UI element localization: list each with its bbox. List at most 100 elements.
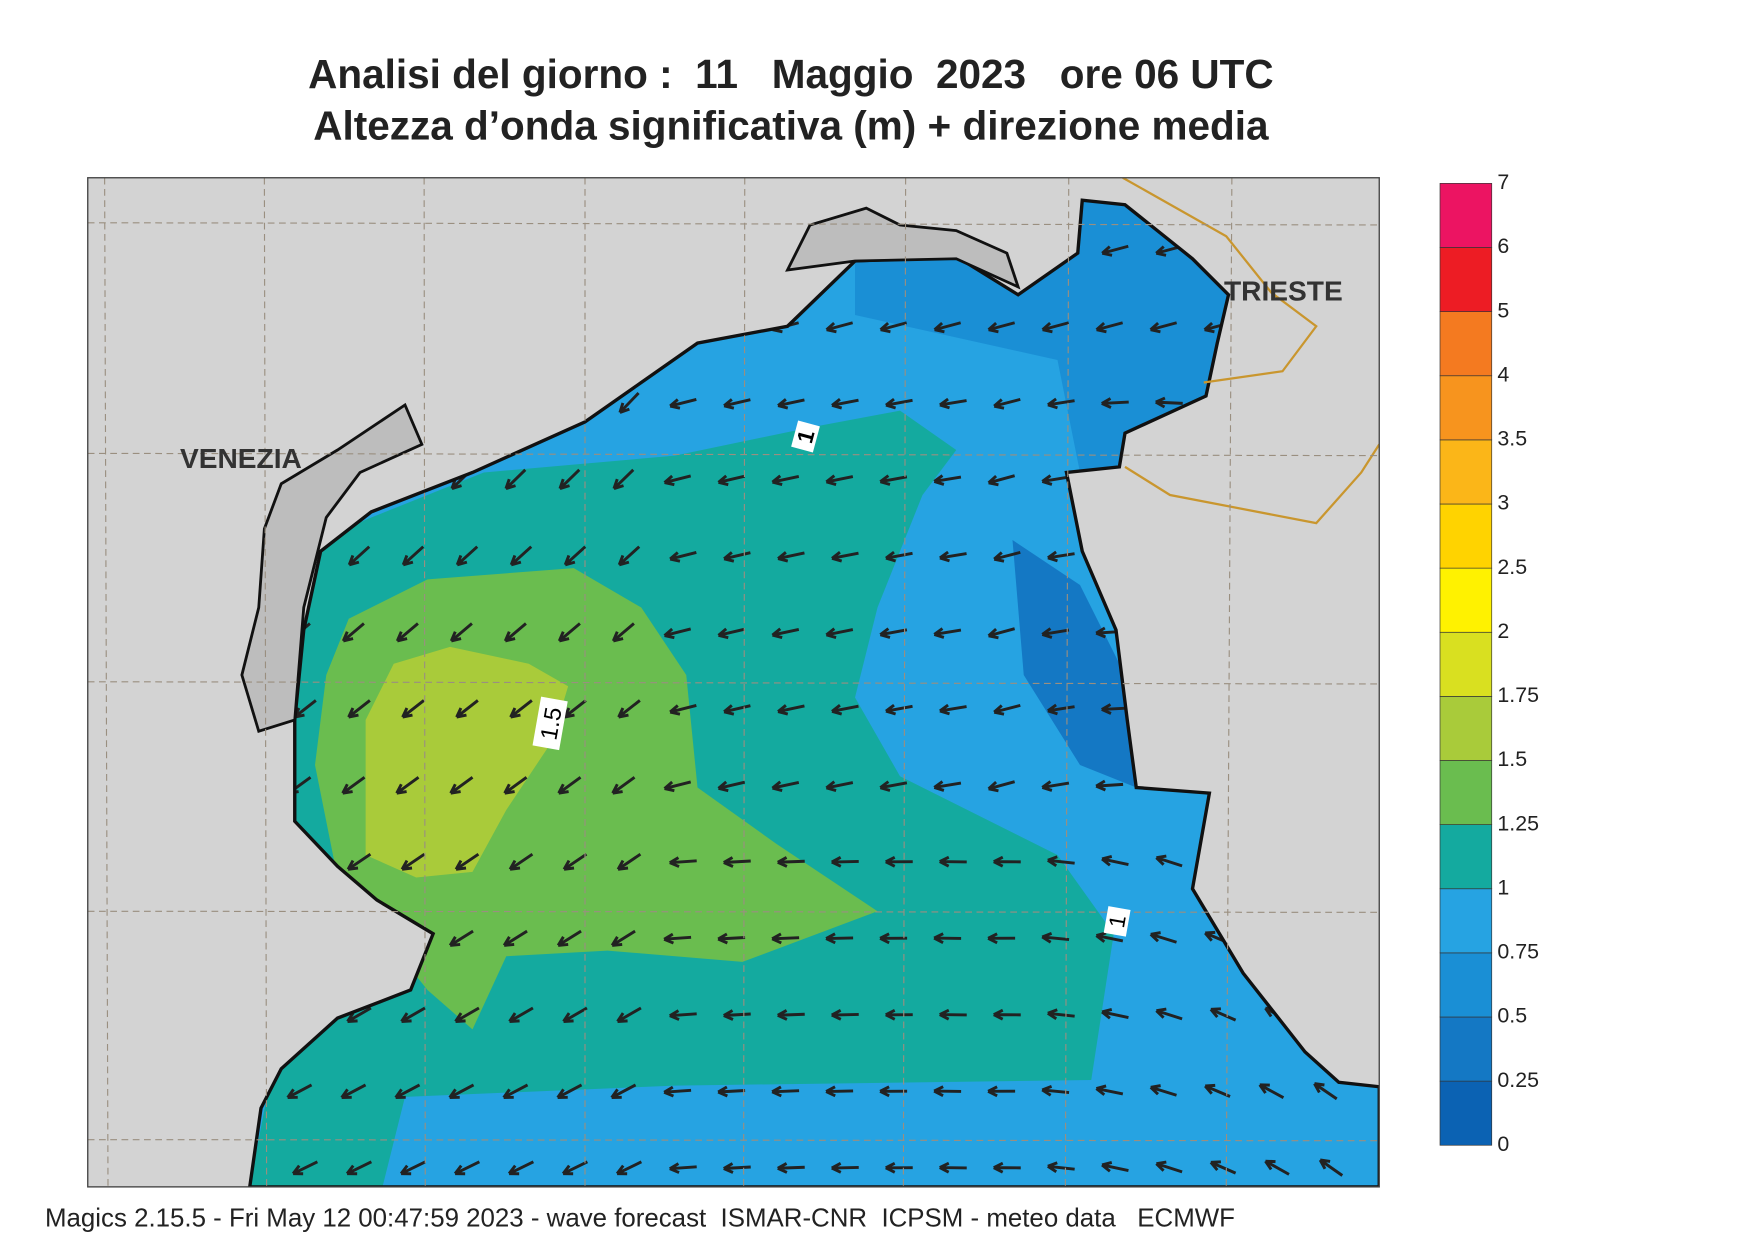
- arrow: [503, 776, 528, 795]
- colorbar-band: [1439, 1016, 1493, 1082]
- arrow: [987, 627, 1016, 640]
- arrow: [771, 780, 800, 793]
- colorbar-label: 3: [1497, 491, 1509, 515]
- arrow: [455, 699, 479, 719]
- label-box: [1103, 906, 1131, 937]
- arrow: [825, 780, 854, 792]
- arrow: [1041, 1084, 1070, 1097]
- arrow: [669, 1009, 697, 1021]
- arrow: [825, 474, 854, 486]
- arrow: [879, 1085, 908, 1098]
- arrow: [401, 699, 425, 719]
- arrow: [993, 397, 1021, 410]
- arrow: [401, 545, 425, 567]
- colorbar-label: 6: [1497, 234, 1509, 258]
- arrow: [504, 468, 527, 491]
- colorbar-band: [1439, 311, 1493, 377]
- arrow: [507, 1160, 535, 1176]
- arrow: [723, 704, 751, 716]
- arrow: [449, 776, 474, 795]
- arrow: [777, 551, 805, 563]
- colorbar-band: [1439, 503, 1493, 569]
- arrow: [341, 622, 365, 643]
- arrow: [1095, 1084, 1124, 1096]
- arrow: [879, 321, 908, 334]
- arrow: [669, 1162, 697, 1174]
- arrow: [291, 1160, 319, 1176]
- arrow: [825, 627, 854, 639]
- arrow: [825, 321, 854, 334]
- colorbar-band: [1439, 760, 1493, 825]
- arrow: [987, 321, 1016, 334]
- contour-value: 1: [792, 427, 819, 446]
- arrow: [933, 627, 962, 639]
- contour-value: 1.5: [536, 705, 567, 742]
- arrow: [612, 468, 635, 491]
- subtitle: Altezza d’onda significativa (m) + direz…: [313, 103, 1269, 149]
- arrow: [717, 780, 746, 793]
- colorbar-band: [1439, 375, 1493, 441]
- arrow: [563, 699, 587, 719]
- label-box: [791, 420, 820, 453]
- colorbar-label: 0: [1497, 1132, 1509, 1156]
- arrow: [717, 474, 746, 487]
- arrow: [1041, 931, 1070, 944]
- arrow: [617, 545, 641, 567]
- arrow: [340, 1083, 367, 1100]
- arrow: [831, 398, 859, 410]
- contour-value: 1: [1104, 913, 1131, 930]
- arrow: [885, 855, 913, 868]
- arrow: [663, 474, 692, 487]
- arrow: [1095, 931, 1124, 943]
- arrow: [399, 1160, 427, 1176]
- colorbar-label: 0.75: [1497, 940, 1539, 964]
- colorbar-label: 1: [1497, 875, 1509, 899]
- arrow: [617, 699, 641, 719]
- arrow: [771, 627, 800, 640]
- arrow: [933, 780, 962, 792]
- arrow: [1047, 855, 1075, 867]
- arrow: [939, 550, 967, 563]
- arrow: [345, 1160, 373, 1176]
- arrow: [879, 780, 908, 792]
- colorbar-band: [1439, 247, 1493, 312]
- arrow: [558, 468, 581, 491]
- arrow: [286, 1083, 313, 1100]
- arrow: [454, 1006, 480, 1023]
- contour-label: 1.5: [532, 696, 568, 751]
- arrow: [993, 855, 1021, 868]
- colorbar-band: [1439, 631, 1493, 697]
- arrow: [455, 545, 479, 567]
- arrow: [885, 703, 913, 716]
- arrow: [885, 1008, 913, 1021]
- arrow: [669, 398, 697, 410]
- arrow: [394, 1083, 421, 1100]
- colorbar-band: [1439, 824, 1493, 890]
- arrow: [1041, 321, 1070, 334]
- colorbar-band: [1439, 183, 1493, 248]
- title: Analisi del giorno : 11 Maggio 2023 ore …: [308, 51, 1274, 97]
- arrow: [663, 627, 692, 640]
- arrow: [939, 1161, 967, 1174]
- arrow: [663, 932, 692, 945]
- arrow: [777, 1009, 805, 1021]
- arrow: [993, 550, 1021, 563]
- arrow: [777, 704, 805, 716]
- arrow: [509, 545, 533, 567]
- place-label: TRIESTE: [1224, 275, 1343, 306]
- arrow: [346, 1006, 372, 1023]
- arrow: [1318, 1158, 1344, 1177]
- arrow: [879, 932, 908, 945]
- arrow: [508, 852, 534, 871]
- arrow: [879, 474, 908, 486]
- arrow: [618, 391, 640, 414]
- footer: Magics 2.15.5 - Fri May 12 00:47:59 2023…: [45, 1204, 1235, 1232]
- arrow: [777, 398, 805, 410]
- zone-025-05: [1012, 540, 1137, 788]
- arrow: [1258, 1083, 1285, 1100]
- arrow: [1264, 1159, 1290, 1176]
- arrow: [616, 1006, 642, 1023]
- arrow: [831, 1009, 859, 1021]
- arrow: [993, 1161, 1021, 1174]
- arrow: [939, 703, 967, 716]
